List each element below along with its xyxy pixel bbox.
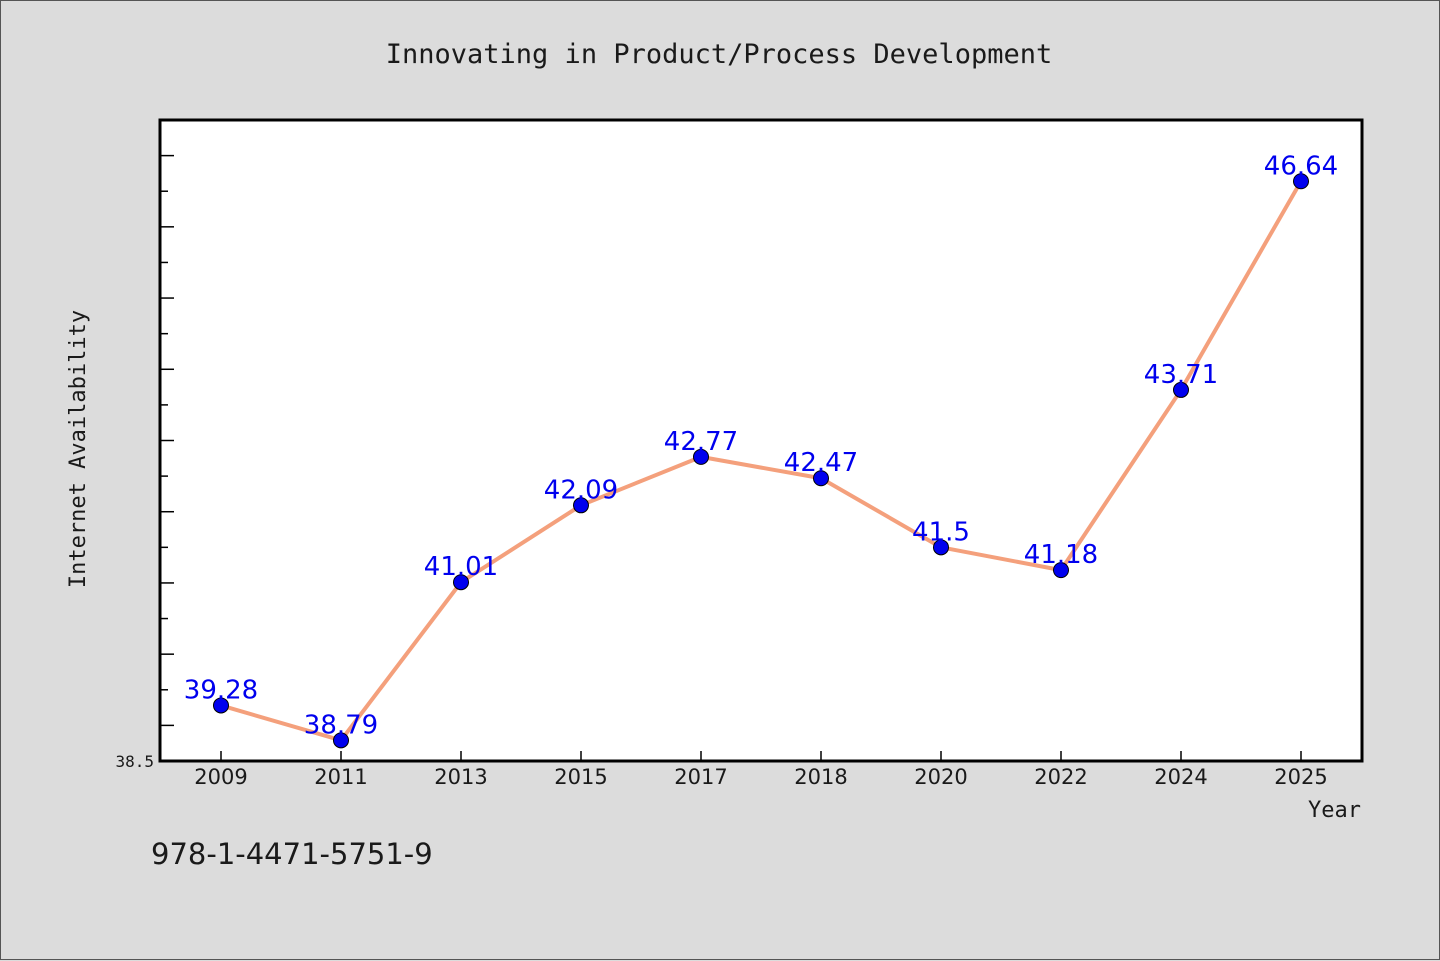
data-label: 42.47 <box>784 448 858 478</box>
data-label: 46.64 <box>1264 151 1338 181</box>
data-point <box>1293 173 1309 190</box>
x-tick-label: 2018 <box>794 765 847 789</box>
data-label: 41.01 <box>424 552 498 582</box>
data-label: 41.18 <box>1024 540 1098 570</box>
data-label: 43.71 <box>1144 360 1218 390</box>
x-axis-ticks: 2009 2011 2013 2015 2017 2018 2020 2022 2024 2025 <box>194 751 1328 789</box>
chart-title: Innovating in Product/Process Developmen… <box>386 39 1052 70</box>
data-point <box>573 497 589 514</box>
x-tick-label: 2017 <box>674 765 727 789</box>
y-axis-label: Internet Availability <box>66 310 91 588</box>
data-label: 38.79 <box>304 710 378 740</box>
y-tick-label: 38.5 <box>115 752 154 771</box>
x-tick-label: 2024 <box>1154 765 1207 789</box>
x-tick-label: 2013 <box>434 765 487 789</box>
data-label: 42.09 <box>544 475 618 505</box>
data-point <box>813 470 829 487</box>
data-point <box>693 448 709 465</box>
x-tick-label: 2025 <box>1274 765 1327 789</box>
series-group: 39.28 38.79 41.01 42.09 42.77 42.47 41.5 41.18 4… <box>184 151 1338 749</box>
data-label: 41.5 <box>912 517 970 547</box>
data-point <box>1173 381 1189 398</box>
series-line <box>220 180 1303 743</box>
data-point <box>333 732 349 749</box>
footnote-isbn: 978-1-4471-5751-9 <box>151 837 433 871</box>
x-axis-label: Year <box>1308 798 1361 823</box>
data-point <box>1053 562 1069 579</box>
x-tick-label: 2020 <box>914 765 967 789</box>
data-point <box>213 697 229 714</box>
x-tick-label: 2015 <box>554 765 607 789</box>
x-tick-label: 2009 <box>194 765 247 789</box>
data-label: 42.77 <box>664 427 738 457</box>
data-point <box>453 574 469 591</box>
y-axis-ticks <box>160 119 174 762</box>
x-tick-label: 2011 <box>314 765 367 789</box>
x-tick-label: 2022 <box>1034 765 1087 789</box>
plot-area <box>158 118 1364 763</box>
data-point <box>933 539 949 556</box>
data-label: 39.28 <box>184 675 258 705</box>
